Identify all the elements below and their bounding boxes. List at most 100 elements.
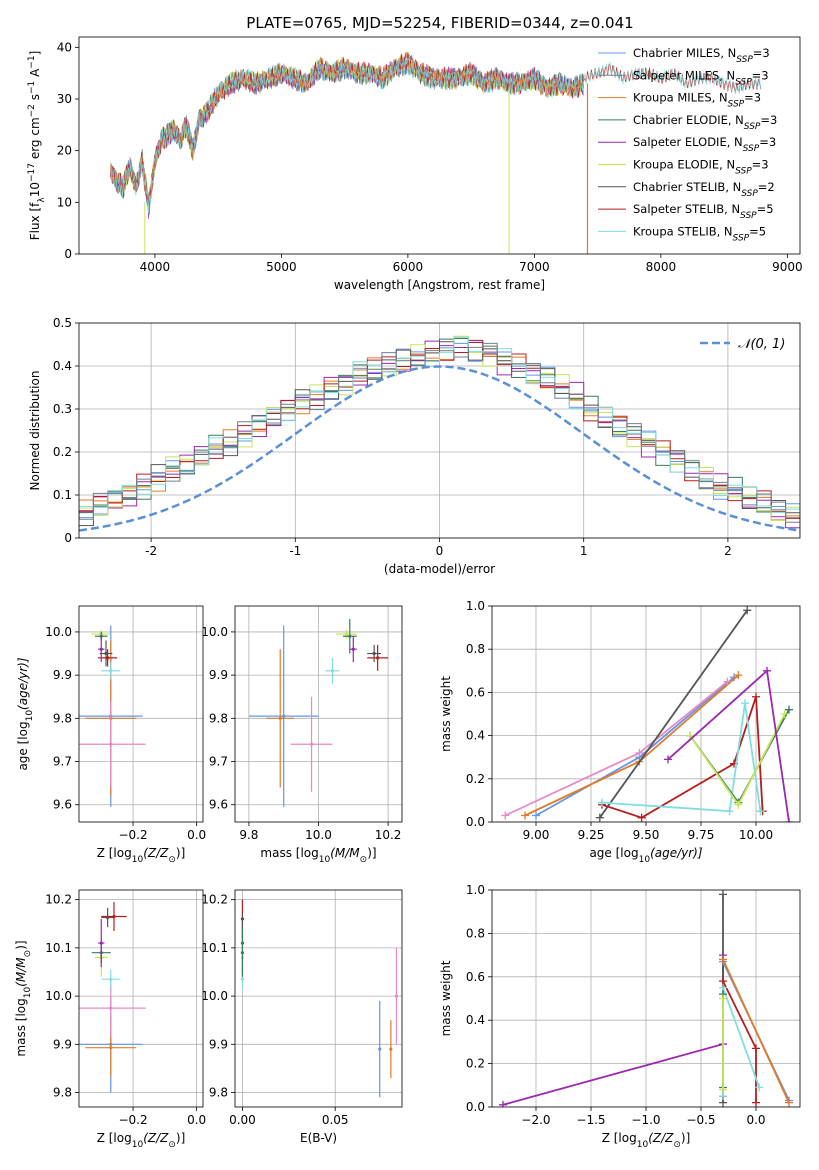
data-point-8: [351, 647, 355, 651]
weight-series-0: [535, 676, 735, 817]
label-part: (Z/Z: [648, 1131, 674, 1145]
panel-8: −2.0 −1.5 −1.0 −0.5 0.0 0.0 0.2 0.4 0.6 0.8 1.0 mas…: [439, 883, 801, 1150]
x-axis-label: age [log10(age/yr)]: [589, 846, 702, 865]
y-tick-label: 9.9: [209, 1037, 228, 1051]
y-tick-label: 9.9: [209, 668, 228, 682]
weight-marker: [734, 671, 743, 680]
y-tick-label: 10.0: [45, 625, 72, 639]
data-point-5: [109, 977, 113, 981]
label-part: 10: [25, 710, 35, 722]
label-part: ⊙: [23, 950, 33, 958]
label-part: λ: [37, 197, 47, 203]
y-tick-label: 10.1: [201, 941, 228, 955]
x-axis-label: E(B-V): [300, 1131, 337, 1145]
label-part: =3: [760, 113, 777, 127]
x-tick-label: 0.00: [229, 1113, 256, 1127]
y-tick-label: 0.4: [53, 359, 72, 373]
y-tick-label: 0.6: [466, 685, 485, 699]
x-tick-label: −1.0: [631, 1113, 660, 1127]
x-tick-label: 0.0: [187, 828, 206, 842]
label-part: SSP: [743, 144, 760, 154]
legend-entry: Chabrier STELIB, NSSP=2: [633, 180, 775, 199]
label-part: 10: [28, 182, 42, 197]
x-tick-label: 2: [724, 544, 732, 558]
y-tick-label: 9.9: [53, 1037, 72, 1051]
y-tick-label: 9.8: [209, 711, 228, 725]
y-tick-label: 0.3: [53, 402, 72, 416]
label-part: 10: [132, 855, 144, 865]
x-axis-label: wavelength [Angstrom, rest frame]: [334, 278, 545, 292]
weight-marker: [734, 800, 743, 809]
label-part: Salpeter ELODIE, N: [633, 135, 743, 149]
x-tick-label: 1: [580, 544, 588, 558]
label-part: erg cm: [28, 117, 42, 163]
weight-marker: [595, 813, 604, 822]
y-tick-label: 10.0: [201, 625, 228, 639]
legend-entry: Chabrier ELODIE, NSSP=3: [633, 113, 777, 132]
label-part: )]: [367, 846, 376, 860]
label-part: SSP: [736, 55, 753, 65]
histogram-series-7: [79, 336, 800, 529]
legend-entry: Salpeter STELIB, NSSP=5: [633, 202, 774, 221]
weight-marker: [725, 807, 734, 816]
label-part: Chabrier ELODIE, N: [633, 113, 744, 127]
axes-frame: [234, 889, 403, 1108]
weight-series-8: [667, 669, 790, 822]
y-tick-label: 10.0: [201, 989, 228, 1003]
y-tick-label: 10.2: [201, 893, 228, 907]
weight-marker: [598, 798, 606, 807]
label-part: ]: [28, 51, 42, 56]
label-part: age [log: [589, 846, 638, 860]
weight-marker: [686, 731, 694, 740]
weight-series-5: [601, 703, 762, 813]
panel-4: 9.8 10.0 10.2 9.6 9.7 9.8 9.9 10.0 mass [log10(M…: [201, 605, 403, 865]
y-tick-label: 9.9: [53, 668, 72, 682]
label-part: −1: [27, 55, 37, 68]
x-tick-label: -2: [145, 544, 157, 558]
data-point-3: [372, 651, 376, 656]
weight-series-3: [599, 609, 748, 819]
label-part: (Z/Z: [143, 1131, 169, 1145]
histogram-series-8: [79, 342, 800, 526]
label-part: Chabrier STELIB, N: [633, 180, 741, 194]
weight-marker: [785, 818, 793, 822]
weight-marker: [763, 666, 771, 675]
y-tick-label: 20: [57, 144, 72, 158]
x-axis-label: Z [log10(Z/Z⊙)]: [602, 1131, 691, 1150]
x-tick-label: 0.0: [187, 1113, 206, 1127]
label-part: =3: [744, 91, 761, 105]
label-part: =3: [753, 46, 770, 60]
axes-frame: [78, 605, 204, 823]
y-tick-label: 10.1: [45, 941, 72, 955]
plot-area: [110, 51, 762, 254]
weight-marker: [637, 813, 646, 822]
spectrum-series-4: [110, 54, 585, 213]
label-part: SSP: [741, 189, 758, 199]
label-part: Chabrier MILES, N: [633, 46, 736, 60]
histogram-series-6: [79, 341, 800, 531]
label-part: −17: [27, 163, 37, 182]
data-point-6: [344, 632, 348, 636]
data-point-1: [278, 716, 282, 720]
weight-marker: [719, 994, 727, 1003]
weight-marker: [785, 1098, 793, 1107]
label-part: =5: [757, 202, 774, 216]
weight-marker: [756, 807, 765, 816]
axes-frame: [491, 889, 801, 1108]
y-tick-label: 1.0: [466, 599, 485, 613]
weight-marker: [723, 677, 732, 686]
y-tick-label: 0.1: [53, 488, 72, 502]
label-part: (M/M: [14, 957, 28, 987]
y-tick-label: 40: [57, 40, 72, 54]
x-tick-label: −0.2: [118, 828, 147, 842]
label-part: 10: [639, 855, 651, 865]
data-point-0: [282, 714, 286, 718]
x-axis-label: Z [log10(Z/Z⊙)]: [97, 1131, 186, 1150]
axes-frame: [78, 322, 801, 539]
y-tick-label: 10.2: [45, 893, 72, 907]
weight-marker: [664, 755, 672, 764]
label-part: )]: [681, 1131, 690, 1145]
x-tick-label: 0: [436, 544, 444, 558]
label-part: (Z/Z: [143, 846, 169, 860]
